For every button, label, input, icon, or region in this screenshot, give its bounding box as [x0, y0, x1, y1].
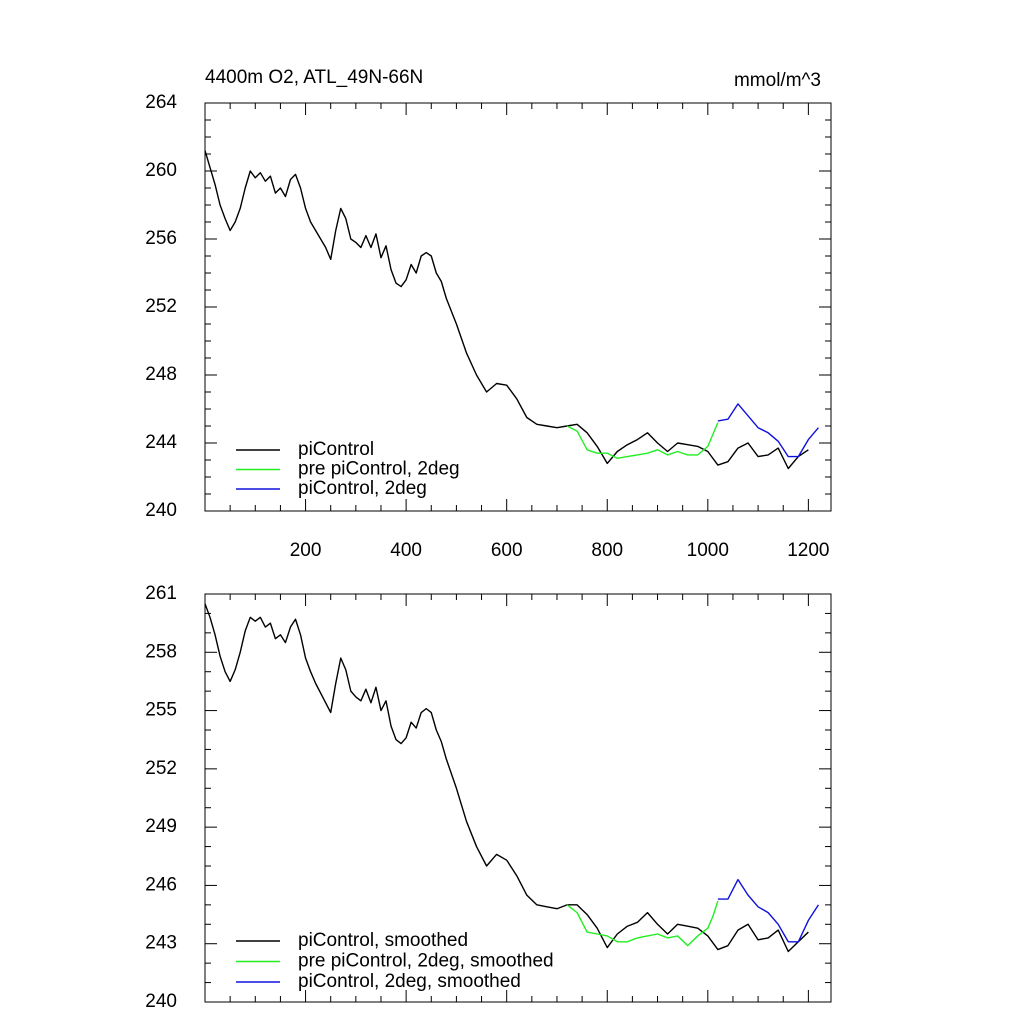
y-tick-label: 240 [145, 991, 177, 1012]
x-tick-label: 600 [491, 540, 523, 561]
panel: 240 243 246 249 252 255 258 261 piControl, smoot… [145, 583, 832, 1012]
y-tick-label: 249 [145, 816, 177, 837]
legend-label: pre piControl, 2deg, smoothed [298, 951, 554, 972]
y-tick-label: 258 [145, 641, 177, 662]
legend-label: pre piControl, 2deg [298, 459, 460, 480]
x-tick-label: 200 [290, 540, 322, 561]
data-line [566, 422, 719, 459]
y-tick-label: 264 [145, 92, 177, 113]
legend-label: piControl [298, 439, 374, 460]
y-tick-label: 260 [145, 160, 177, 181]
x-tick-label: 1000 [687, 540, 729, 561]
legend-label: piControl, smoothed [298, 930, 468, 951]
y-tick-label: 261 [145, 583, 177, 604]
legend-label: piControl, 2deg, smoothed [298, 971, 521, 992]
y-tick-label: 255 [145, 700, 177, 721]
data-line [204, 603, 809, 953]
units-label: mmol/m^3 [734, 70, 821, 91]
x-tick-label: 800 [591, 540, 623, 561]
data-line [204, 150, 809, 470]
data-line [717, 403, 819, 458]
y-tick-label: 246 [145, 874, 177, 895]
y-tick-label: 252 [145, 296, 177, 317]
y-tick-label: 248 [145, 364, 177, 385]
y-tick-label: 252 [145, 758, 177, 779]
legend-label: piControl, 2deg [298, 478, 427, 499]
x-tick-label: 1200 [787, 540, 829, 561]
y-tick-label: 256 [145, 228, 177, 249]
panel: 4400m O2, ATL_49N-66N mmol/m^3 240 244 248 25… [145, 67, 832, 561]
y-tick-label: 243 [145, 933, 177, 954]
data-line [717, 878, 820, 943]
x-tick-label: 400 [390, 540, 422, 561]
y-tick-label: 240 [145, 500, 177, 521]
y-tick-label: 244 [145, 432, 177, 453]
plot-frame [204, 593, 832, 1003]
data-line [566, 900, 719, 947]
chart-title: 4400m O2, ATL_49N-66N [205, 67, 423, 88]
